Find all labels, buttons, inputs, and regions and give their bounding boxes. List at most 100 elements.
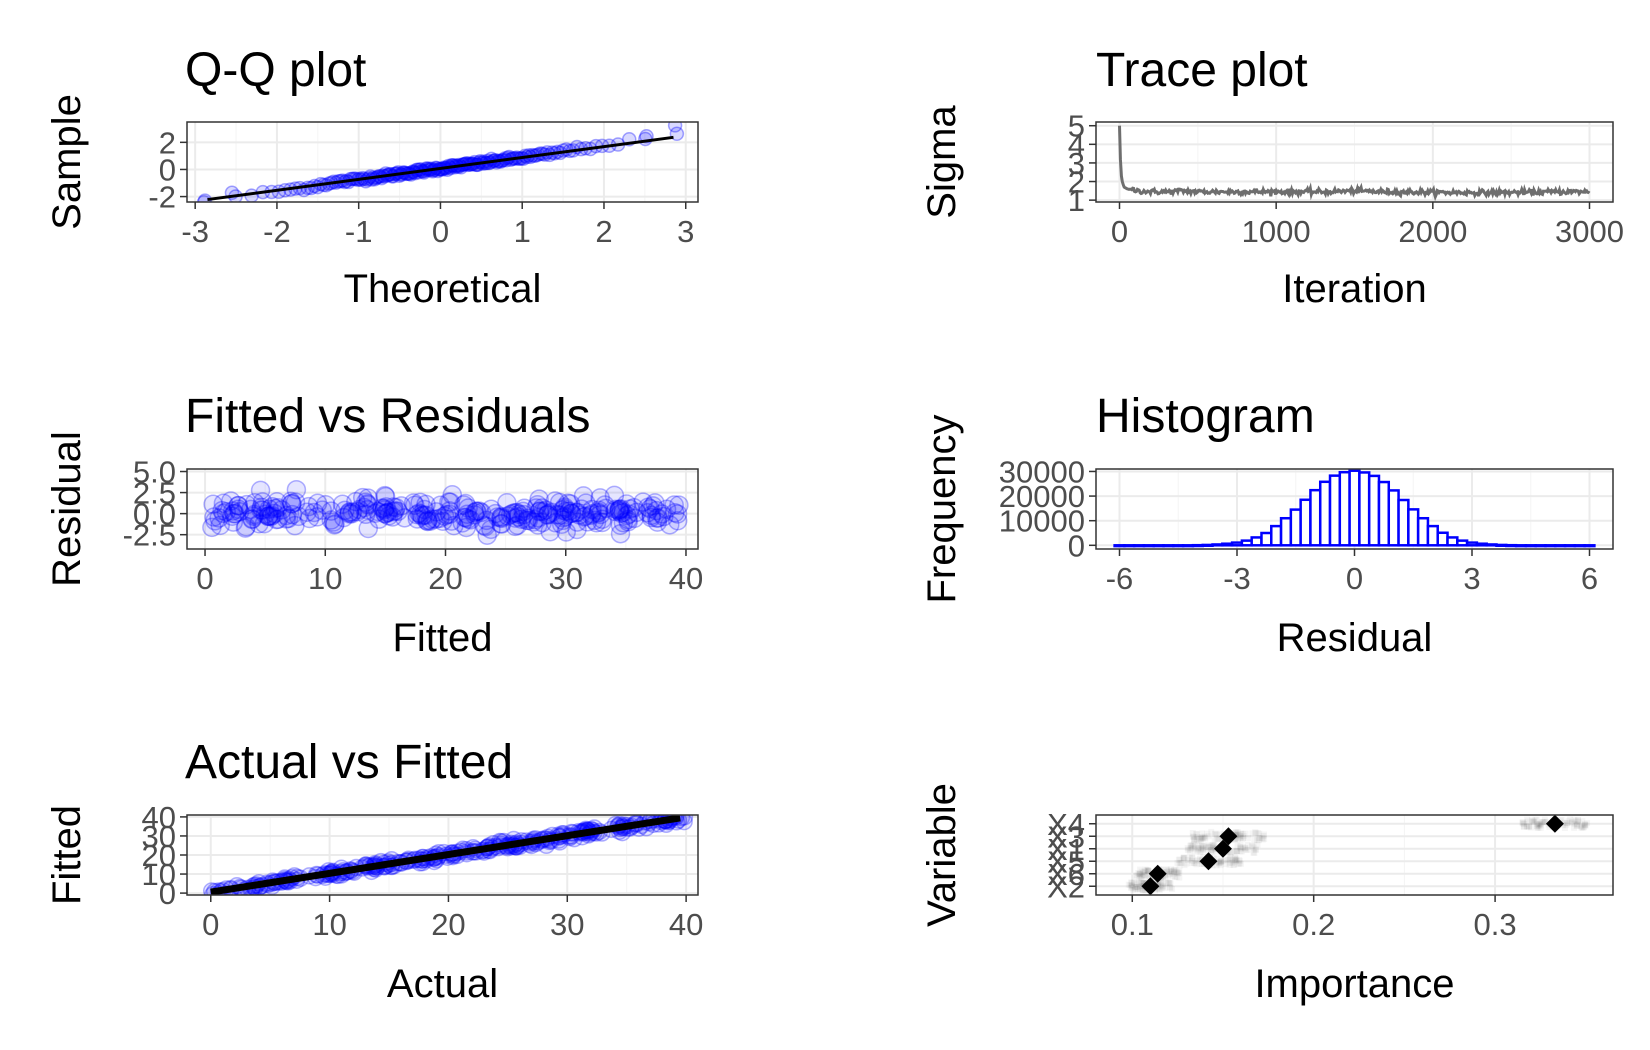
residual-point bbox=[574, 507, 595, 527]
residual-point bbox=[355, 492, 376, 513]
importance-sample bbox=[1197, 845, 1204, 852]
importance-sample bbox=[1134, 879, 1141, 886]
importance-sample bbox=[1157, 879, 1164, 886]
residual-point bbox=[307, 493, 328, 513]
importance-sample bbox=[1235, 835, 1242, 842]
residual-point bbox=[559, 501, 580, 521]
residual-point bbox=[258, 506, 279, 527]
importance-sample bbox=[1231, 858, 1238, 865]
y-tick-label: -2 bbox=[148, 180, 176, 215]
importance-sample bbox=[1142, 866, 1149, 873]
residual-point bbox=[412, 506, 432, 526]
residual-point bbox=[369, 509, 389, 529]
residual-point bbox=[315, 494, 336, 515]
residual-point bbox=[259, 505, 280, 526]
residual-point bbox=[665, 503, 685, 523]
importance-sample bbox=[1129, 886, 1136, 893]
histogram-bar bbox=[1132, 544, 1146, 548]
importance-sample bbox=[1535, 824, 1542, 831]
residual-point bbox=[377, 502, 397, 523]
importance-sample bbox=[1191, 842, 1198, 849]
importance-sample bbox=[1573, 823, 1580, 830]
residual-point bbox=[414, 499, 435, 520]
histogram-bar bbox=[1407, 508, 1420, 547]
residual-point bbox=[567, 502, 587, 523]
importance-sample bbox=[1260, 832, 1267, 839]
residual-point bbox=[518, 510, 539, 531]
residual-point bbox=[567, 519, 587, 540]
residual-point bbox=[383, 497, 404, 517]
residual-point bbox=[244, 504, 265, 525]
residual-point bbox=[582, 504, 602, 524]
importance-sample bbox=[1144, 867, 1151, 874]
residual-point bbox=[212, 500, 232, 521]
importance-sample bbox=[1199, 842, 1206, 849]
residual-point bbox=[573, 486, 594, 506]
residual-point bbox=[596, 498, 616, 519]
importance-sample bbox=[1519, 819, 1526, 826]
importance-sample bbox=[1237, 834, 1244, 841]
histogram-bar bbox=[1485, 543, 1498, 547]
importance-sample bbox=[1144, 875, 1151, 882]
residual-point bbox=[464, 502, 485, 523]
residual-point bbox=[647, 512, 668, 532]
qq-reference-line bbox=[207, 135, 674, 202]
residual-point bbox=[455, 493, 476, 514]
trace-line bbox=[1118, 125, 1591, 202]
importance-sample bbox=[1207, 846, 1214, 853]
importance-sample bbox=[1137, 874, 1144, 881]
histogram-bar bbox=[1230, 541, 1244, 547]
y-tick-label: 40 bbox=[142, 800, 176, 835]
residual-point bbox=[481, 519, 501, 540]
y-tick-label: X4 bbox=[1047, 807, 1085, 842]
importance-sample bbox=[1239, 830, 1246, 837]
residual-point bbox=[588, 502, 609, 522]
residual-point bbox=[372, 498, 393, 518]
panel-hist: -6 -3 0 3 60100002000030000HistogramResidual… bbox=[920, 390, 1614, 660]
residual-point bbox=[346, 491, 366, 512]
importance-sample bbox=[1145, 867, 1152, 874]
importance-sample bbox=[1531, 818, 1538, 825]
fit-line bbox=[210, 815, 681, 895]
importance-sample bbox=[1234, 842, 1241, 849]
importance-sample bbox=[1201, 834, 1208, 841]
importance-sample bbox=[1537, 820, 1544, 827]
residual-point bbox=[213, 493, 234, 514]
importance-sample bbox=[1173, 874, 1180, 881]
qq-point bbox=[196, 195, 212, 202]
importance-sample bbox=[1191, 836, 1198, 843]
importance-sample bbox=[1171, 868, 1178, 875]
residual-point bbox=[267, 491, 287, 512]
residual-point bbox=[513, 501, 533, 522]
plot-background bbox=[1096, 815, 1613, 895]
residual-point bbox=[505, 508, 526, 528]
residual-point bbox=[505, 516, 526, 537]
residual-point bbox=[241, 499, 261, 520]
residual-point bbox=[223, 512, 244, 532]
importance-sample bbox=[1186, 846, 1193, 853]
importance-sample bbox=[1236, 860, 1243, 867]
residual-point bbox=[385, 501, 405, 521]
residual-point bbox=[529, 489, 549, 509]
importance-sample bbox=[1167, 869, 1174, 876]
importance-sample bbox=[1232, 837, 1239, 844]
residual-point bbox=[236, 517, 256, 537]
importance-sample bbox=[1541, 818, 1548, 825]
x-tick-label: 0 bbox=[196, 561, 213, 596]
importance-sample bbox=[1187, 842, 1194, 849]
importance-sample bbox=[1162, 872, 1169, 879]
importance-sample bbox=[1220, 857, 1227, 864]
residual-point bbox=[252, 500, 273, 520]
residual-point bbox=[490, 507, 511, 528]
marks bbox=[1125, 815, 1591, 895]
importance-sample bbox=[1194, 834, 1201, 841]
importance-sample bbox=[1134, 885, 1141, 892]
x-tick-label: -3 bbox=[1223, 561, 1251, 596]
histogram-bar bbox=[1191, 543, 1204, 548]
importance-sample bbox=[1217, 862, 1224, 869]
residual-point bbox=[605, 499, 626, 520]
importance-sample bbox=[1193, 830, 1200, 837]
panel-border bbox=[1095, 814, 1614, 896]
importance-sample bbox=[1540, 819, 1547, 826]
